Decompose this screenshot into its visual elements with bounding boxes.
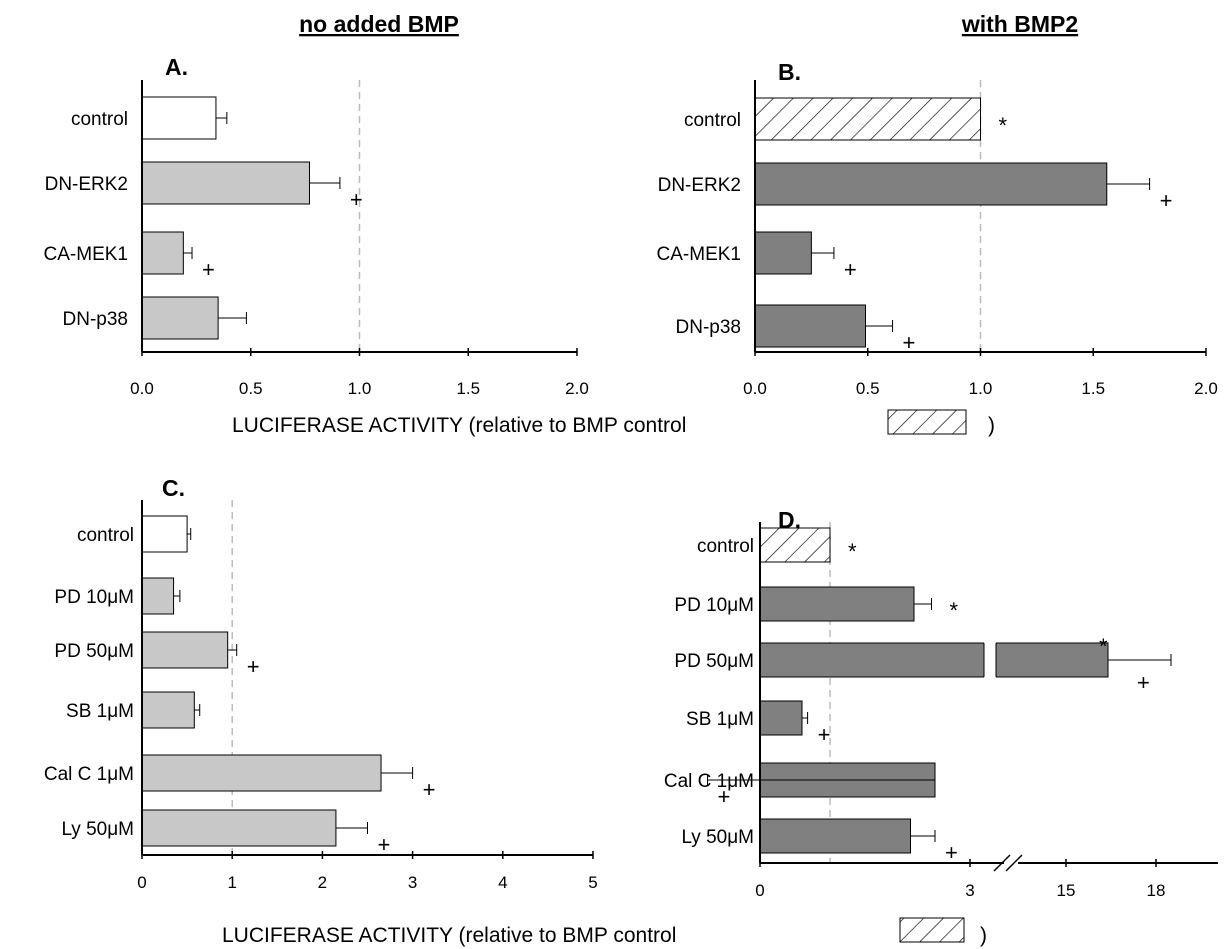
significance-marker: + <box>903 330 916 355</box>
bar <box>141 577 175 615</box>
x-axis-label-top-swatch <box>887 409 967 435</box>
x-tick-label: 1.0 <box>969 379 993 398</box>
significance-marker: + <box>247 654 260 679</box>
significance-marker: + <box>423 777 436 802</box>
bar <box>141 96 217 140</box>
significance-marker: + <box>1160 188 1173 213</box>
significance-marker: * <box>999 113 1008 138</box>
bar <box>141 691 195 729</box>
panel-label: C. <box>162 475 185 501</box>
x-tick-label: 5 <box>588 873 597 892</box>
bar <box>759 527 831 563</box>
x-tick-label: 2.0 <box>1194 379 1218 398</box>
category-label: control <box>697 536 754 557</box>
category-label: DN-ERK2 <box>45 174 128 195</box>
x-tick-label: 4 <box>498 873 507 892</box>
bar <box>759 700 803 736</box>
significance-marker: * <box>1099 634 1108 659</box>
x-axis-label-top-text: LUCIFERASE ACTIVITY (relative to BMP con… <box>232 414 686 437</box>
category-label: PD 10μM <box>54 587 134 608</box>
category-label: Cal C 1μM <box>44 764 134 785</box>
x-tick-label: 1.5 <box>1081 379 1105 398</box>
heading-with-bmp2: with BMP2 <box>961 11 1078 37</box>
category-label: DN-p38 <box>676 317 741 338</box>
significance-marker: + <box>1137 670 1150 695</box>
x-tick-label: 3 <box>408 873 417 892</box>
category-label: PD 50μM <box>54 641 134 662</box>
panel-label: D. <box>778 507 801 533</box>
bar <box>141 231 184 275</box>
significance-marker: + <box>718 784 731 809</box>
x-tick-label: 3 <box>965 881 974 900</box>
axis-break-mark <box>1005 854 1023 872</box>
significance-marker: + <box>350 187 363 212</box>
bar <box>141 809 337 847</box>
x-tick-label: 0.5 <box>856 379 880 398</box>
category-label: CA-MEK1 <box>44 244 128 265</box>
axis-break-mark <box>993 854 1011 872</box>
category-label: control <box>77 525 134 546</box>
x-tick-label: 18 <box>1147 881 1166 900</box>
x-tick-label: 1.0 <box>348 379 372 398</box>
x-tick-label: 15 <box>1057 881 1076 900</box>
x-tick-label: 0 <box>755 881 764 900</box>
bar <box>754 97 981 141</box>
x-tick-label: 0.5 <box>239 379 263 398</box>
x-axis-label-bottom: LUCIFERASE ACTIVITY (relative to BMP con… <box>222 917 987 947</box>
bar <box>759 818 911 854</box>
x-tick-label: 1 <box>227 873 236 892</box>
bar <box>759 586 915 622</box>
category-label: CA-MEK1 <box>657 244 741 265</box>
x-tick-label: 0.0 <box>743 379 767 398</box>
significance-marker: + <box>378 832 391 857</box>
x-axis-label-bottom-close: ) <box>980 924 987 947</box>
significance-marker: + <box>844 257 857 282</box>
category-label: DN-ERK2 <box>658 175 741 196</box>
panel-label: A. <box>165 54 188 80</box>
x-tick-label: 0 <box>137 873 146 892</box>
bar-break-gap <box>984 642 996 678</box>
category-label: PD 50μM <box>674 651 754 672</box>
bar <box>141 631 229 669</box>
category-label: SB 1μM <box>66 701 134 722</box>
bar <box>141 161 310 205</box>
panel-c: C. control PD 10μM PD 50μM + SB 1μM Cal C 1μM +… <box>44 475 598 892</box>
x-axis-label-top-close: ) <box>988 414 995 437</box>
category-label: DN-p38 <box>63 309 128 330</box>
bar <box>141 515 188 553</box>
significance-marker: + <box>818 722 831 747</box>
panel-label: B. <box>778 59 801 85</box>
bar <box>759 642 1109 678</box>
heading-no-bmp: no added BMP <box>299 11 459 37</box>
category-label: control <box>71 109 128 130</box>
x-tick-label: 2.0 <box>565 379 589 398</box>
category-label: PD 10μM <box>674 595 754 616</box>
bar <box>141 754 382 792</box>
significance-marker: + <box>945 840 958 865</box>
category-label: control <box>684 110 741 131</box>
x-axis-label-bottom-text: LUCIFERASE ACTIVITY (relative to BMP con… <box>222 924 676 947</box>
panel-d: D.control *PD 10μM *PD 50μM*+SB 1μM+Cal C … <box>664 507 1218 900</box>
x-tick-label: 2 <box>318 873 327 892</box>
panel-a: A. control DN-ERK2 + CA-MEK1 + DN-p38 0.0 0.5 1.0… <box>44 54 589 398</box>
category-label: Ly 50μM <box>61 819 134 840</box>
significance-marker: * <box>848 539 857 564</box>
bar <box>754 162 1108 206</box>
category-label: Ly 50μM <box>681 827 754 848</box>
bar <box>754 304 866 348</box>
panel-b: B. control * DN-ERK2 + CA-MEK1 + DN-p38 +0.0 0.5 1… <box>657 59 1218 398</box>
x-axis-label-top: LUCIFERASE ACTIVITY (relative to BMP con… <box>232 409 995 437</box>
x-tick-label: 1.5 <box>456 379 480 398</box>
bar <box>141 296 219 340</box>
category-label: Cal C 1μM <box>664 771 754 792</box>
significance-marker: + <box>202 257 215 282</box>
x-axis-label-bottom-swatch <box>899 917 965 943</box>
x-tick-label: 0.0 <box>130 379 154 398</box>
category-label: SB 1μM <box>686 709 754 730</box>
significance-marker: * <box>950 598 959 623</box>
bar <box>754 231 812 275</box>
